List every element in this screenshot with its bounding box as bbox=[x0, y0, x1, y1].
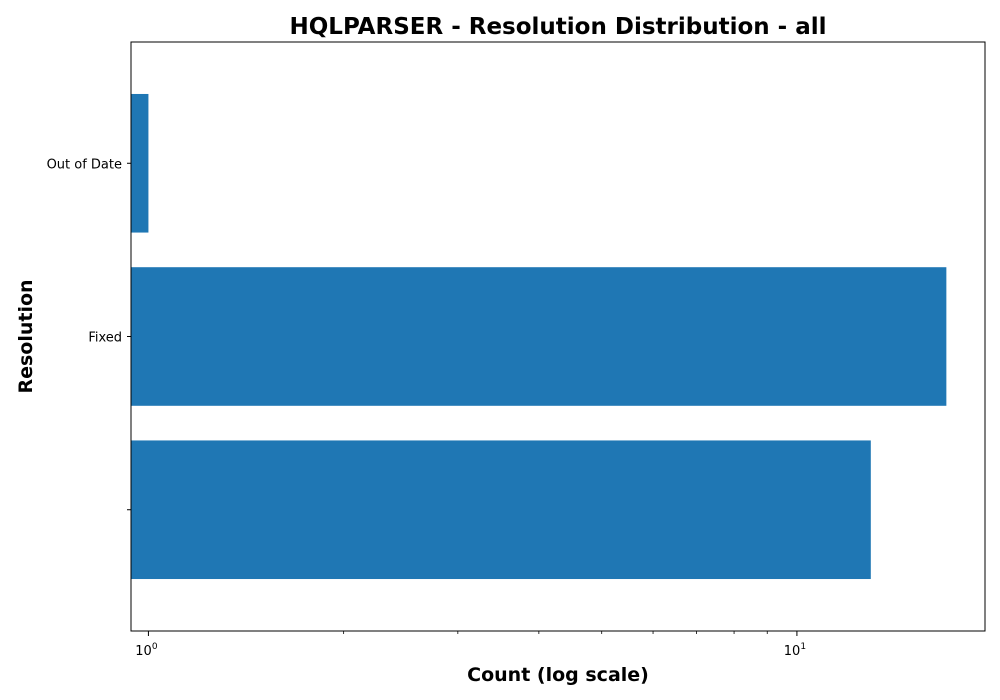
y-axis-label: Resolution bbox=[15, 279, 37, 393]
bars-group bbox=[131, 94, 946, 579]
bar-blank bbox=[131, 440, 871, 579]
x-ticks: 100 101 bbox=[135, 631, 806, 659]
x-axis-label: Count (log scale) bbox=[467, 664, 649, 686]
y-tick-label: Out of Date bbox=[47, 157, 122, 172]
x-tick-label: 101 bbox=[784, 642, 806, 659]
chart-title: HQLPARSER - Resolution Distribution - al… bbox=[289, 14, 826, 40]
x-tick-label: 100 bbox=[135, 642, 158, 659]
bar-out-of-date bbox=[131, 94, 148, 233]
y-ticks: Fixed Out of Date bbox=[47, 157, 131, 509]
bar-fixed bbox=[131, 267, 946, 406]
y-tick-label: Fixed bbox=[88, 331, 122, 346]
